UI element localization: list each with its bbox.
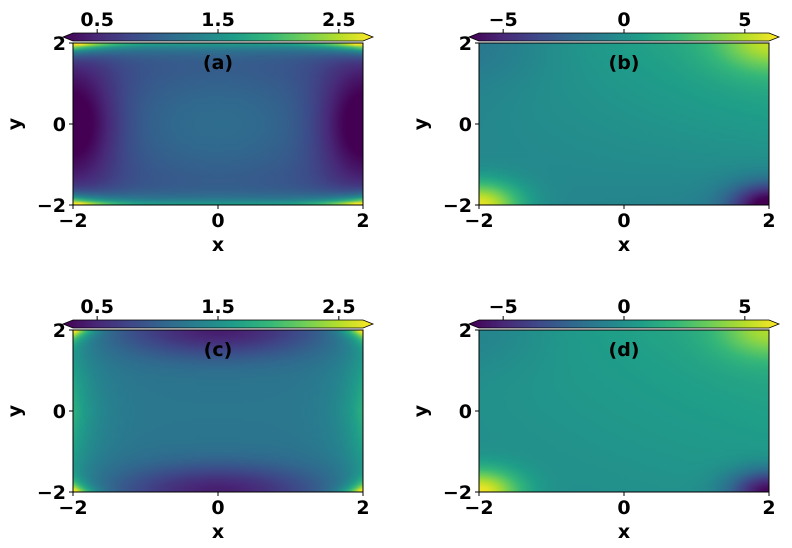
colorbar-tick-label-c-1: 1.5 (201, 296, 235, 318)
y-tick-label-d-1: 0 (459, 401, 472, 423)
y-axis-label-d: y (410, 404, 432, 417)
colorbar-tick-label-d-1: 0 (617, 296, 630, 318)
heatmap-image-a (73, 43, 363, 205)
colorbar-tick-label-a-1: 1.5 (201, 9, 235, 31)
x-tick-label-c-2: 2 (356, 497, 369, 519)
y-tick-label-a-2: 2 (53, 33, 66, 55)
panels: 0.5 1.5 2.5 −2 0 2 −2 0 2 x y (a) −5 0 5 −2 0 2 −2 0 2 x y (b) 0… (4, 9, 781, 543)
x-tick-label-d-0: −2 (464, 497, 493, 519)
panel-d: −5 0 5 −2 0 2 −2 0 2 x y (d) (410, 296, 781, 543)
colorbar-c (61, 319, 375, 329)
x-tick-label-d-2: 2 (762, 497, 775, 519)
colorbar-a (61, 32, 375, 42)
colorbar-tick-label-b-1: 0 (617, 9, 630, 31)
panel-label-b: (b) (609, 52, 640, 74)
panel-label-c: (c) (204, 339, 233, 361)
x-tick-label-b-0: −2 (464, 210, 493, 232)
colorbar-tick-label-d-0: −5 (489, 296, 518, 318)
panel-label-d: (d) (609, 339, 640, 361)
colorbar-tick-label-d-2: 5 (738, 296, 751, 318)
y-tick-label-d-2: 2 (459, 320, 472, 342)
colorbar-tick-label-b-0: −5 (489, 9, 518, 31)
y-tick-label-c-2: 2 (53, 320, 66, 342)
heatmap-image-c (73, 330, 363, 492)
x-tick-label-a-2: 2 (356, 210, 369, 232)
y-tick-label-b-2: 2 (459, 33, 472, 55)
x-axis-label-d: x (618, 521, 630, 543)
colorbar-tick-label-c-0: 0.5 (80, 296, 114, 318)
colorbar-tick-label-a-0: 0.5 (80, 9, 114, 31)
heatmap-image-b (479, 43, 769, 205)
y-tick-label-c-0: −2 (37, 482, 66, 504)
colorbar-d (467, 319, 781, 329)
colorbar-tick-label-b-2: 5 (738, 9, 751, 31)
heatmap-image-d (479, 330, 769, 492)
y-tick-label-d-0: −2 (443, 482, 472, 504)
y-tick-label-c-1: 0 (53, 401, 66, 423)
x-tick-label-d-1: 0 (617, 497, 630, 519)
x-tick-label-a-0: −2 (58, 210, 87, 232)
panel-a: 0.5 1.5 2.5 −2 0 2 −2 0 2 x y (a) (4, 9, 375, 256)
y-tick-label-a-1: 0 (53, 114, 66, 136)
y-tick-label-b-0: −2 (443, 195, 472, 217)
panel-label-a: (a) (203, 52, 233, 74)
x-tick-label-c-1: 0 (211, 497, 224, 519)
panel-c: 0.5 1.5 2.5 −2 0 2 −2 0 2 x y (c) (4, 296, 375, 543)
colorbar-tick-label-a-2: 2.5 (322, 9, 356, 31)
panel-b: −5 0 5 −2 0 2 −2 0 2 x y (b) (410, 9, 781, 256)
y-axis-label-a: y (4, 117, 26, 130)
x-tick-label-b-1: 0 (617, 210, 630, 232)
colorbar-b (467, 32, 781, 42)
y-axis-label-b: y (410, 117, 432, 130)
x-axis-label-c: x (212, 521, 224, 543)
x-tick-label-b-2: 2 (762, 210, 775, 232)
y-tick-label-a-0: −2 (37, 195, 66, 217)
colorbar-tick-label-c-2: 2.5 (322, 296, 356, 318)
x-axis-label-b: x (618, 234, 630, 256)
y-axis-label-c: y (4, 404, 26, 417)
x-tick-label-c-0: −2 (58, 497, 87, 519)
y-tick-label-b-1: 0 (459, 114, 472, 136)
x-axis-label-a: x (212, 234, 224, 256)
x-tick-label-a-1: 0 (211, 210, 224, 232)
